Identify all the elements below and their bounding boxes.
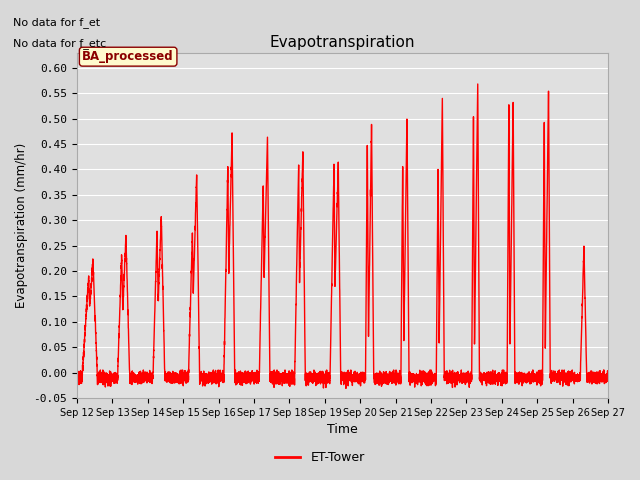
Text: BA_processed: BA_processed [83,50,174,63]
Text: No data for f_et: No data for f_et [13,17,100,28]
Text: No data for f_etc: No data for f_etc [13,37,107,48]
Legend: ET-Tower: ET-Tower [270,446,370,469]
Title: Evapotranspiration: Evapotranspiration [270,35,415,50]
X-axis label: Time: Time [327,423,358,436]
Y-axis label: Evapotranspiration (mm/hr): Evapotranspiration (mm/hr) [15,143,28,308]
